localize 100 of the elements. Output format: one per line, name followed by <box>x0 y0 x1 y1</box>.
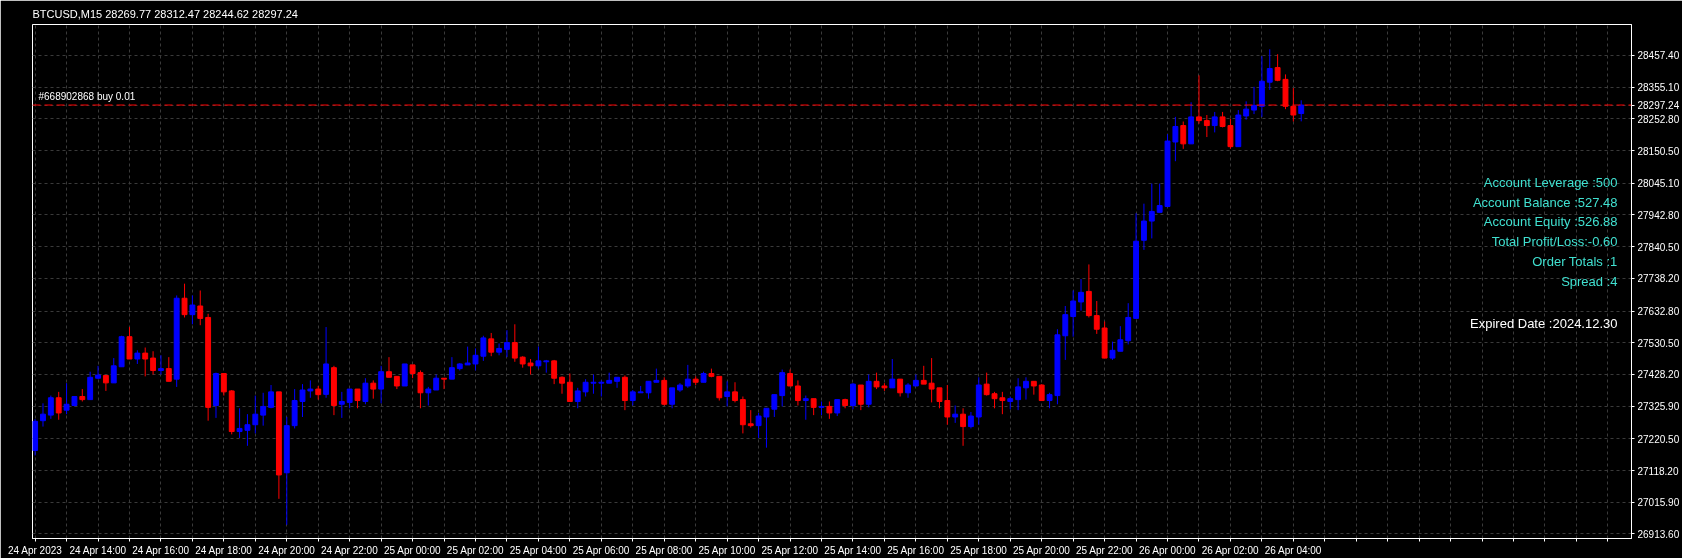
candlestick <box>1125 302 1132 345</box>
candlestick <box>95 365 101 380</box>
candlestick <box>551 359 558 385</box>
candlestick <box>1211 111 1218 133</box>
candlestick <box>448 356 455 380</box>
y-tick-label: 27118.20 <box>1637 465 1679 477</box>
candlestick <box>1070 289 1077 338</box>
y-tick-label: 27220.50 <box>1637 433 1680 445</box>
candlestick <box>794 379 801 406</box>
candlestick <box>559 375 565 395</box>
candlestick <box>110 357 117 384</box>
x-tick-label: 24 Apr 20:00 <box>258 544 316 556</box>
x-tick-label: 25 Apr 20:00 <box>1013 544 1071 556</box>
y-tick-label: 28457.40 <box>1637 50 1680 62</box>
candlestick <box>378 365 385 404</box>
x-tick-label: 24 Apr 18:00 <box>195 544 253 556</box>
candlestick <box>496 343 503 356</box>
candlestick <box>504 329 510 358</box>
candlestick <box>669 387 676 409</box>
candlestick <box>566 373 573 402</box>
candlestick <box>920 365 927 385</box>
x-tick-label: 26 Apr 00:00 <box>1138 544 1197 556</box>
candlestick <box>1015 377 1022 411</box>
candlestick <box>850 382 856 410</box>
candlestick <box>574 387 581 409</box>
candlestick <box>181 283 188 318</box>
x-tick-label: 25 Apr 04:00 <box>509 544 567 556</box>
candlestick <box>960 407 966 447</box>
annotation: Account Balance :527.48 <box>1472 194 1618 210</box>
candlestick <box>1180 121 1187 150</box>
candlestick <box>724 380 731 407</box>
candlestick <box>386 356 392 378</box>
candlestick <box>55 391 62 421</box>
candlestick <box>1078 278 1084 312</box>
candlestick <box>684 364 691 389</box>
candlestick <box>511 323 518 363</box>
annotation: Account Equity :526.88 <box>1483 214 1618 230</box>
x-tick-label: 25 Apr 12:00 <box>761 544 819 556</box>
candlestick <box>1023 376 1029 401</box>
y-tick-label: 27015.90 <box>1637 497 1680 509</box>
candlestick <box>1251 86 1257 115</box>
candlestick <box>425 386 432 406</box>
candlestick <box>912 374 919 387</box>
candlestick <box>126 326 133 360</box>
x-tick-label: 24 Apr 22:00 <box>321 544 379 556</box>
x-tick-label: 24 Apr 14:00 <box>69 544 127 556</box>
x-tick-label: 25 Apr 16:00 <box>887 544 945 556</box>
candlestick <box>1093 300 1100 335</box>
annotation: Spread :4 <box>1561 273 1618 289</box>
candlestick <box>614 376 620 389</box>
candlestick <box>142 347 149 377</box>
y-tick-label: 28045.10 <box>1637 178 1680 190</box>
candlestick <box>889 358 896 389</box>
candlestick <box>158 354 164 375</box>
candlestick <box>865 374 872 408</box>
candlestick <box>1203 114 1210 138</box>
y-tick-label: 26913.60 <box>1637 528 1680 540</box>
x-tick-label: 25 Apr 08:00 <box>635 544 693 556</box>
candlestick <box>732 381 738 403</box>
candlestick <box>338 391 345 419</box>
y-tick-label: 27942.80 <box>1637 209 1680 221</box>
candlestick <box>857 384 864 411</box>
annotation: Expired Date :2024.12.30 <box>1470 316 1618 332</box>
annotation: Total Profit/Loss:-0.60 <box>1491 234 1618 250</box>
candlestick <box>40 402 46 428</box>
candlestick <box>441 377 447 390</box>
candlestick <box>150 350 157 375</box>
candlestick <box>47 395 54 420</box>
x-tick-label: 25 Apr 02:00 <box>446 544 505 556</box>
candlestick <box>621 374 628 411</box>
x-tick-label: 25 Apr 14:00 <box>824 544 882 556</box>
candlestick <box>1243 100 1250 121</box>
candlestick <box>260 392 267 427</box>
annotation: Order Totals :1 <box>1532 253 1618 269</box>
y-tick-label: 28355.10 <box>1637 82 1680 94</box>
y-tick-label: 28297.24 <box>1637 100 1680 112</box>
candlestick <box>661 376 668 406</box>
candlestick <box>488 332 495 357</box>
y-tick-label: 27840.50 <box>1637 241 1680 253</box>
candlestick <box>197 289 204 326</box>
candlestick <box>362 377 369 405</box>
candlestick <box>165 356 172 382</box>
x-tick-label: 25 Apr 00:00 <box>383 544 442 556</box>
y-tick-label: 27325.90 <box>1637 401 1680 413</box>
chart-title: BTCUSD,M15 28269.77 28312.47 28244.62 28297.24 <box>32 7 298 20</box>
x-tick-label: 25 Apr 06:00 <box>572 544 630 556</box>
candlestick <box>1141 203 1147 251</box>
candlestick <box>779 369 786 407</box>
candlestick <box>354 388 361 409</box>
x-tick-label: 26 Apr 02:00 <box>1201 544 1259 556</box>
candlestick <box>346 388 353 409</box>
candlestick <box>1298 99 1305 122</box>
y-tick-label: 28150.50 <box>1637 145 1680 157</box>
candlestick <box>716 375 723 402</box>
x-tick-label: 25 Apr 22:00 <box>1075 544 1134 556</box>
candlestick <box>802 395 809 421</box>
candlestick <box>189 294 196 325</box>
y-tick-label: 27428.20 <box>1637 369 1680 381</box>
ref-line-label: #668902868 buy 0.01 <box>38 91 136 103</box>
candlestick <box>370 379 377 400</box>
